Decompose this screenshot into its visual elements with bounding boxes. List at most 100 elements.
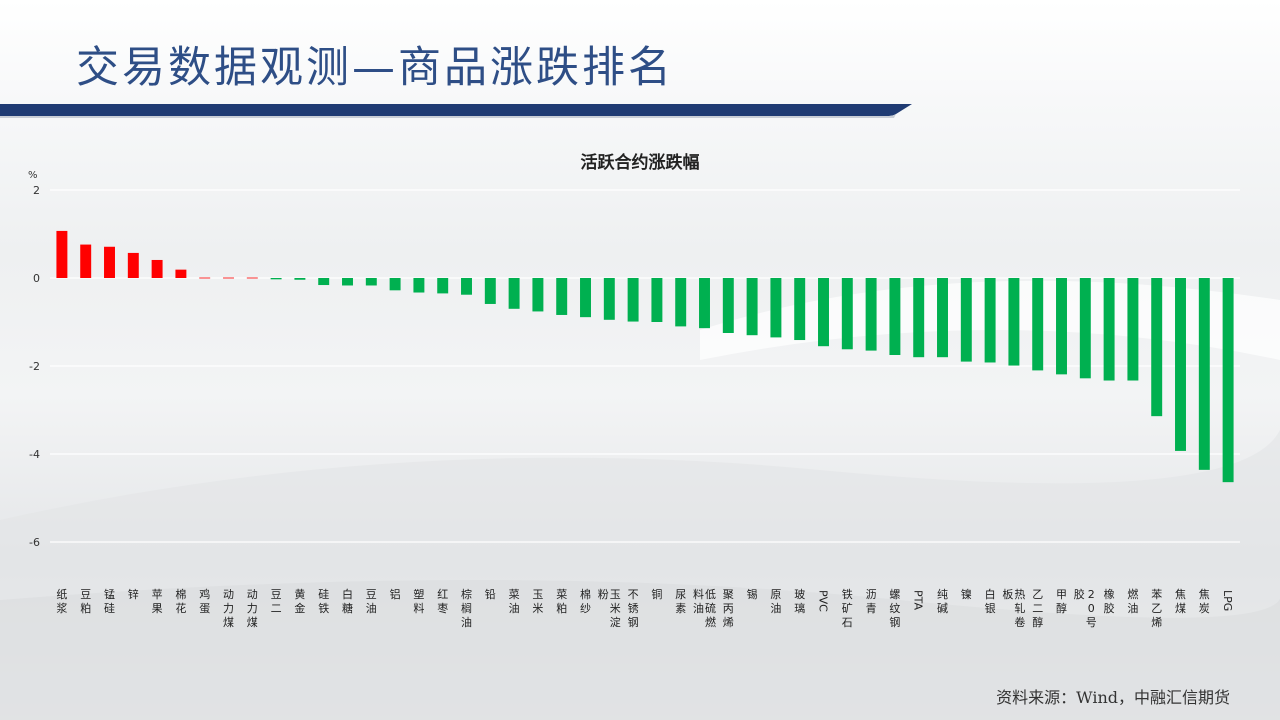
bar-5 xyxy=(151,259,163,278)
bar-35 xyxy=(865,278,877,351)
bar-20 xyxy=(508,278,520,309)
x-tick-char: 不 xyxy=(628,588,639,601)
x-tick-label: 黄金 xyxy=(294,587,305,615)
x-tick-char: 塑 xyxy=(413,587,424,601)
x-tick-char: 榈 xyxy=(461,601,472,615)
chart-bars xyxy=(56,230,1234,483)
x-tick-label: 沥青 xyxy=(866,588,877,615)
x-tick-char: 硅 xyxy=(104,602,115,615)
bar-39 xyxy=(960,278,972,362)
x-tick-char: 石 xyxy=(842,616,853,629)
x-tick-char: 油 xyxy=(366,601,377,615)
bar-45 xyxy=(1103,278,1115,381)
x-tick-char: 轧 xyxy=(1014,601,1025,615)
x-tick-char: 铝 xyxy=(390,587,401,601)
x-tick-char: 力 xyxy=(247,602,258,615)
x-tick-char: 铁 xyxy=(842,588,853,601)
bar-44 xyxy=(1079,278,1091,379)
x-tick-char: 玉 xyxy=(532,588,543,601)
x-tick-label: 白银 xyxy=(985,587,996,615)
x-tick-label: 硅铁 xyxy=(318,588,329,615)
x-tick-char: 铁 xyxy=(318,602,329,615)
x-tick-label: 苯乙烯 xyxy=(1151,587,1162,629)
x-tick-char: 油 xyxy=(509,601,520,615)
x-tick-char: 尿 xyxy=(675,588,686,601)
x-tick-char: 橡 xyxy=(1104,588,1115,601)
x-tick-char: 鸡 xyxy=(199,587,210,601)
x-tick-char: 钢 xyxy=(889,616,900,629)
bar-17 xyxy=(437,278,449,294)
x-tick-char: 锈 xyxy=(628,602,639,615)
x-tick-char: 淀 xyxy=(610,615,621,629)
x-tick-label: 菜粕 xyxy=(556,588,567,615)
x-tick-label: 塑料 xyxy=(413,587,424,615)
x-tick-char: 玻 xyxy=(794,588,805,601)
y-tick-label: -4 xyxy=(29,448,40,461)
x-tick-label: 豆油 xyxy=(366,588,377,615)
x-tick-char: 豆 xyxy=(80,588,91,601)
x-tick-label: 豆粕 xyxy=(80,588,91,615)
x-tick-label: 白糖 xyxy=(342,587,353,615)
x-tick-char: 炭 xyxy=(1199,602,1210,615)
x-tick-char: 璃 xyxy=(794,601,805,615)
x-tick-char: 料 xyxy=(693,587,704,601)
bar-4 xyxy=(127,252,139,278)
x-tick-char: 螺 xyxy=(889,588,900,601)
x-tick-char: 菜 xyxy=(556,588,567,601)
x-tick-label: 焦炭 xyxy=(1199,588,1210,615)
x-tick-label: 锰硅 xyxy=(104,587,115,615)
x-tick-char: 豆 xyxy=(366,588,377,601)
x-tick-char: 焦 xyxy=(1199,588,1210,601)
bar-21 xyxy=(532,278,544,312)
x-tick-label: 棉花 xyxy=(175,587,186,615)
bar-18 xyxy=(461,278,472,295)
x-tick-char: 粉 xyxy=(598,588,609,601)
bar-48 xyxy=(1175,278,1186,451)
x-tick-char: 丙 xyxy=(723,602,734,615)
x-tick-char: 0 xyxy=(1088,602,1095,615)
x-tick-label-text: PTA xyxy=(912,590,925,610)
x-tick-char: 油 xyxy=(1127,601,1138,615)
background-decoration xyxy=(0,280,1280,720)
x-tick-label: 铁矿石 xyxy=(842,588,853,629)
x-tick-label: 聚丙烯 xyxy=(723,588,734,629)
x-tick-char: 动 xyxy=(247,588,258,601)
x-tick-char: 胶 xyxy=(1104,601,1115,615)
y-axis-unit: % xyxy=(28,170,38,181)
bar-19 xyxy=(484,278,496,304)
x-tick-char: 纯 xyxy=(937,588,948,601)
x-tick-char: 铜 xyxy=(651,587,662,601)
x-tick-char: 糖 xyxy=(342,601,353,615)
x-tick-char: 苯 xyxy=(1151,587,1162,601)
x-tick-label: 动力煤 xyxy=(247,588,258,629)
x-tick-label-text: LPG xyxy=(1221,590,1234,611)
x-tick-label: 苹果 xyxy=(152,587,163,615)
x-tick-char: 油 xyxy=(461,615,472,629)
bar-14 xyxy=(365,278,377,286)
bar-11 xyxy=(294,278,306,280)
x-tick-label: 甲醇 xyxy=(1056,588,1067,615)
x-tick-char: 燃 xyxy=(1127,587,1138,601)
x-tick-char: 燃 xyxy=(705,615,716,629)
x-tick-char: 浆 xyxy=(56,601,67,615)
x-tick-label: 尿素 xyxy=(675,588,686,615)
x-tick-char: 甲 xyxy=(1056,588,1067,601)
bar-15 xyxy=(389,278,401,291)
x-tick-char: 硅 xyxy=(318,588,329,601)
x-tick-label: 棉纱 xyxy=(580,587,591,615)
bar-26 xyxy=(651,278,663,322)
bar-24 xyxy=(603,278,615,320)
bar-33 xyxy=(818,278,829,347)
x-tick-label: 螺纹钢 xyxy=(889,588,900,629)
background-swoosh xyxy=(0,430,1280,720)
bar-49 xyxy=(1198,278,1210,470)
x-tick-char: 煤 xyxy=(1175,602,1186,615)
x-tick-char: 热 xyxy=(1014,588,1025,601)
y-tick-label: -6 xyxy=(29,536,40,549)
x-tick-char: 棉 xyxy=(175,587,186,601)
bar-22 xyxy=(556,278,568,315)
x-tick-label: 镍 xyxy=(961,587,972,601)
bar-46 xyxy=(1127,278,1139,381)
bar-47 xyxy=(1151,278,1163,417)
